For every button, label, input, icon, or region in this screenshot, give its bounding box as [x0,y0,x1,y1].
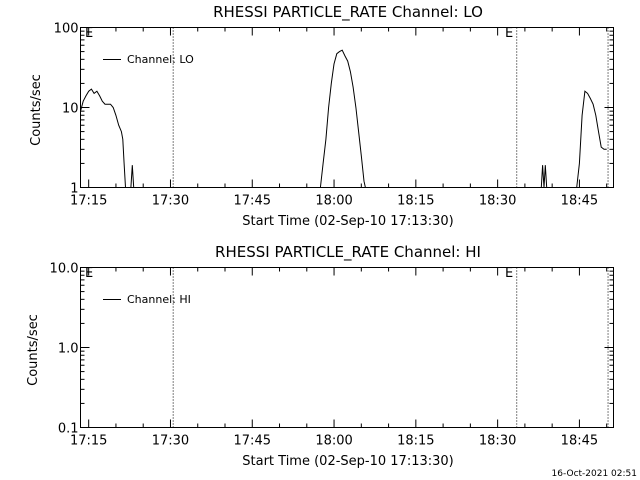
event-lines [172,267,609,428]
x-axis-label: Start Time (02-Sep-10 17:13:30) [242,214,453,229]
event-marker-label: E [505,266,513,281]
x-tick-label: 17:30 [152,434,189,449]
x-tick-label: 17:45 [234,434,271,449]
x-tick-label: 17:15 [70,194,107,209]
x-tick-label: 18:45 [561,434,598,449]
x-tick-label: 17:45 [234,194,271,209]
event-marker-label: E [85,266,93,281]
series-line [540,165,548,188]
x-tick-label: 17:30 [152,194,189,209]
y-tick-label: 10 [62,102,79,117]
x-tick-label: 18:15 [397,434,434,449]
y-tick-label: 0.1 [58,422,79,437]
series-lines [80,49,607,188]
event-lines [172,27,609,188]
y-ticks: 0.1 1.0 10.0 [50,262,614,437]
x-tick-label: 18:45 [561,194,598,209]
chart-panel-lo: RHESSI PARTICLE_RATE Channel: LO 17:15 17… [29,3,614,229]
series-line [130,165,135,188]
y-axis-label: Counts/sec [29,74,44,146]
legend-label: Channel: LO [127,53,194,66]
x-tick-label: 18:00 [315,434,352,449]
x-tick-label: 18:00 [315,194,352,209]
y-axis-label: Counts/sec [26,314,41,386]
legend-label: Channel: HI [127,293,191,306]
chart-panel-hi: RHESSI PARTICLE_RATE Channel: HI 17:15 17… [26,243,614,469]
y-tick-label: 100 [54,22,79,37]
series-line [319,49,366,188]
x-tick-label: 18:15 [397,194,434,209]
chart-title: RHESSI PARTICLE_RATE Channel: LO [213,3,483,22]
x-axis-label: Start Time (02-Sep-10 17:13:30) [242,454,453,469]
footer-timestamp: 16-Oct-2021 02:51 [552,469,637,479]
plot-frame [80,267,614,428]
plot-frame [80,27,614,188]
y-tick-label: 1 [70,182,78,197]
x-tick-label: 17:15 [70,434,107,449]
x-ticks: 17:15 17:30 17:45 18:00 18:15 18:30 18:45 [70,267,608,449]
event-marker-label: E [85,26,93,41]
y-tick-label: 10.0 [50,262,79,277]
y-ticks: 1 10 100 [54,22,614,197]
x-tick-label: 18:30 [479,434,516,449]
event-marker-label: E [505,26,513,41]
x-tick-label: 18:30 [479,194,516,209]
chart-title: RHESSI PARTICLE_RATE Channel: HI [215,243,481,262]
x-ticks: 17:15 17:30 17:45 18:00 18:15 18:30 18:45 [70,27,608,209]
y-tick-label: 1.0 [58,342,79,357]
series-line [80,88,126,188]
series-line [576,90,607,188]
